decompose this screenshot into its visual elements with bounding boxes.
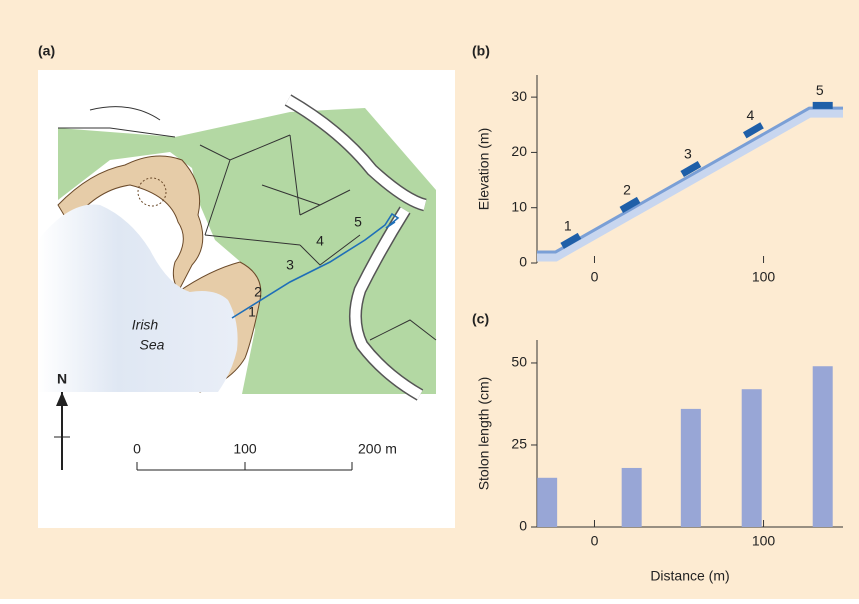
y-tick-label: 25 — [511, 436, 527, 452]
site-marker — [813, 102, 833, 109]
site-label: 3 — [286, 257, 294, 273]
y-tick-label: 10 — [511, 198, 527, 214]
bar — [813, 366, 833, 527]
x-tick-label: 0 — [591, 269, 599, 285]
y-axis-title: Elevation (m) — [476, 128, 492, 210]
bar — [742, 389, 762, 527]
y-tick-label: 20 — [511, 143, 527, 159]
site-label: 4 — [316, 233, 324, 249]
map — [38, 70, 455, 528]
scale-label: 200 m — [358, 441, 397, 457]
panel-label: (a) — [38, 43, 55, 59]
x-tick-label: 100 — [752, 533, 776, 549]
site-label: 4 — [746, 107, 754, 123]
y-tick-label: 0 — [519, 254, 527, 270]
scale-label: 100 — [233, 441, 257, 457]
panel-label: (c) — [472, 311, 489, 327]
site-label: 2 — [254, 284, 262, 300]
site-label: 1 — [248, 304, 256, 320]
y-tick-label: 0 — [519, 518, 527, 534]
north-label: N — [57, 371, 67, 387]
x-tick-label: 100 — [752, 269, 776, 285]
site-label: 5 — [354, 214, 362, 230]
y-axis-title: Stolon length (cm) — [476, 377, 492, 491]
site-label: 3 — [684, 146, 692, 162]
y-tick-label: 50 — [511, 354, 527, 370]
site-label: 1 — [564, 218, 572, 234]
site-label: 2 — [623, 182, 631, 198]
bar — [681, 409, 701, 527]
scale-label: 0 — [133, 441, 141, 457]
x-tick-label: 0 — [591, 533, 599, 549]
site-label: 5 — [816, 82, 824, 98]
y-tick-label: 30 — [511, 88, 527, 104]
x-axis-title: Distance (m) — [650, 568, 729, 584]
bar — [537, 478, 557, 527]
sea-label: Sea — [140, 337, 165, 353]
figure: (a)IrishSea12345N0100200 m(b)Elevation (… — [0, 0, 859, 599]
sea-label: Irish — [132, 317, 159, 333]
bar — [622, 468, 642, 527]
panel-label: (b) — [472, 43, 490, 59]
